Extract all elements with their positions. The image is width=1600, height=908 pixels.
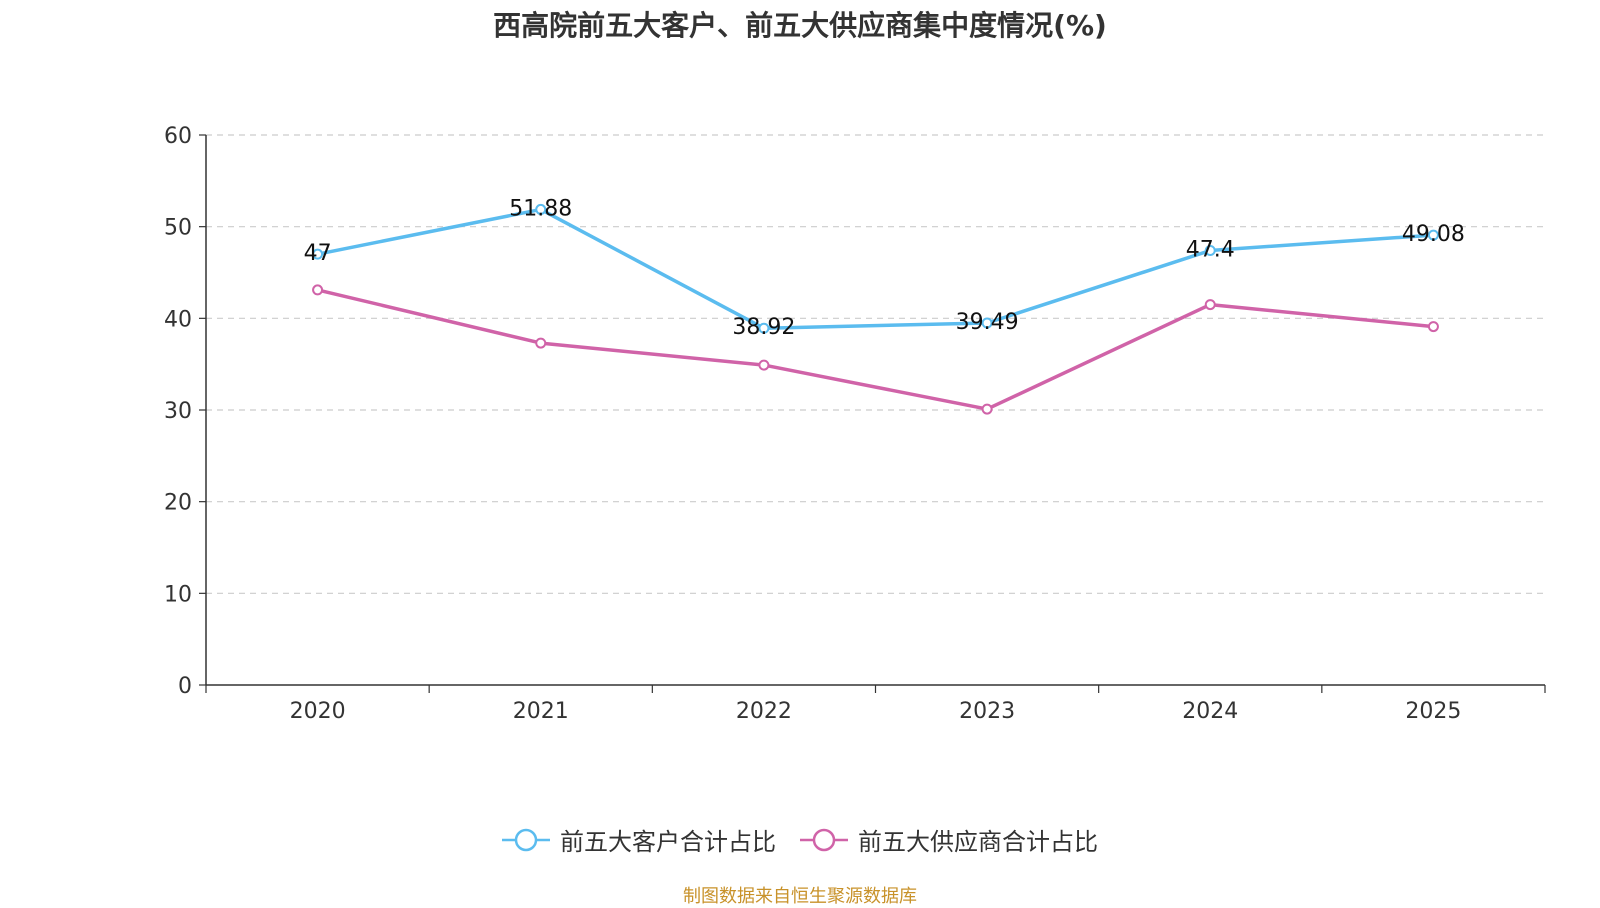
legend-customers-label: 前五大客户合计占比 [560, 828, 776, 856]
data-point-s0-2021 [535, 203, 547, 215]
y-tick-label-40: 40 [164, 307, 192, 332]
legend-suppliers-label: 前五大供应商合计占比 [858, 828, 1098, 856]
series-line-1 [317, 288, 1434, 411]
data-label-s0-2025: 49.08 [1402, 222, 1465, 247]
y-tick-label-10: 10 [164, 582, 192, 607]
data-point-s0-2020 [312, 248, 324, 260]
data-point-s1-2023 [981, 403, 993, 415]
series-line-0 [317, 207, 1434, 330]
chart-title: 西高院前五大客户、前五大供应商集中度情况(%) [493, 9, 1107, 42]
data-point-s1-2025 [1427, 321, 1439, 333]
data-label-s0-2021: 51.88 [509, 196, 572, 221]
data-point-s1-2020 [312, 284, 324, 296]
data-point-s0-2023 [981, 317, 993, 329]
y-tick-label-20: 20 [164, 491, 192, 516]
data-label-s0-2020: 47 [304, 241, 332, 266]
x-tick-label-2020: 2020 [290, 699, 346, 724]
legend-customers-marker-icon [502, 828, 550, 851]
data-label-s0-2022: 38.92 [732, 315, 795, 340]
x-tick-label-2021: 2021 [513, 699, 569, 724]
data-point-s0-2024 [1204, 245, 1216, 256]
data-point-s0-2022 [758, 322, 770, 334]
legend: 前五大客户合计占比 前五大供应商合计占比 [0, 822, 1600, 857]
legend-item-customers[interactable]: 前五大客户合计占比 [502, 822, 776, 857]
source-note: 制图数据来自恒生聚源数据库 [683, 886, 917, 907]
y-tick-label-50: 50 [164, 216, 192, 241]
data-point-s1-2024 [1204, 299, 1216, 311]
legend-item-suppliers[interactable]: 前五大供应商合计占比 [800, 822, 1098, 857]
x-tick-label-2023: 2023 [959, 699, 1015, 724]
x-tick-label-2025: 2025 [1405, 699, 1461, 724]
axis-layer: 0 10 20 30 40 50 60 2020 2021 2022 2023 2024 2025 [164, 124, 1546, 724]
y-tick-label-60: 60 [164, 124, 192, 149]
data-label-s0-2024: 47.4 [1186, 238, 1235, 263]
data-label-s0-2023: 39.49 [956, 310, 1019, 335]
data-point-s1-2021 [535, 337, 547, 349]
series-layer [312, 203, 1439, 415]
grid-layer [206, 134, 1545, 594]
legend-suppliers-marker-icon [800, 828, 848, 851]
x-tick-label-2024: 2024 [1182, 699, 1238, 724]
data-point-s1-2022 [758, 359, 770, 371]
y-tick-label-30: 30 [164, 399, 192, 424]
label-layer: 47 51.88 38.92 39.49 47.4 49.08 [304, 196, 1465, 340]
data-point-s0-2025 [1427, 229, 1439, 241]
y-tick-label-0: 0 [178, 674, 192, 699]
x-tick-label-2022: 2022 [736, 699, 792, 724]
